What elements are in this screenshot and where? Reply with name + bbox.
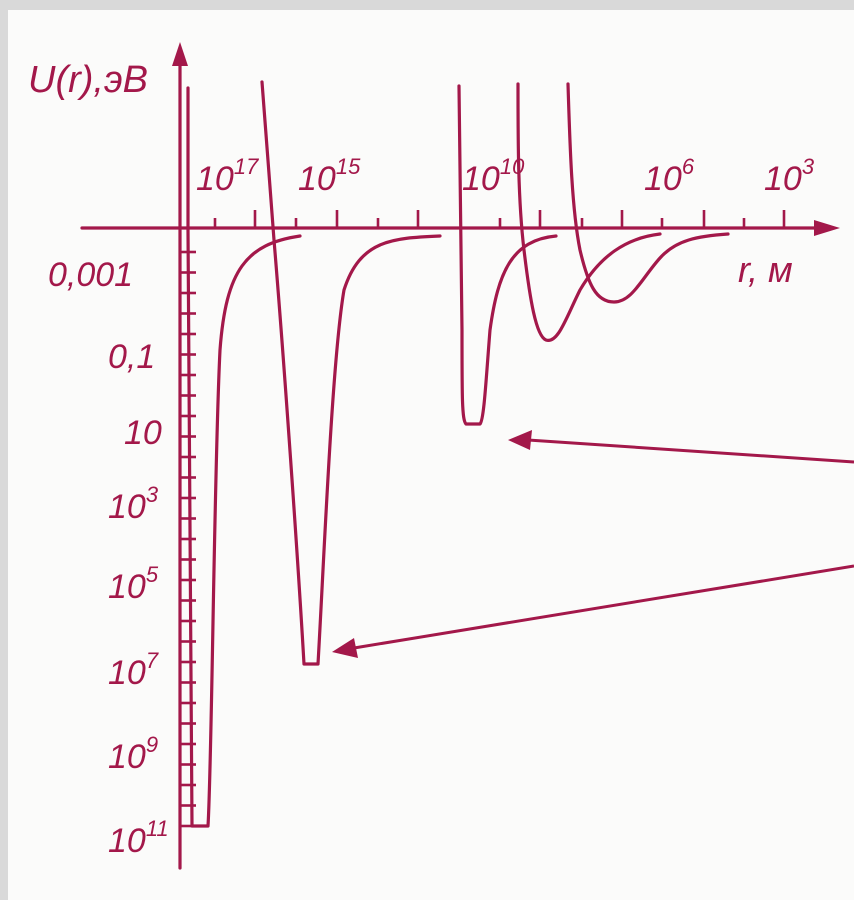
y-tick-label: 103 [108,482,159,526]
y-tick-label: 0,001 [48,256,133,294]
y-tick-label: 0,1 [108,338,155,376]
paper-background [8,10,854,900]
y-tick-label: 105 [108,562,159,606]
potential-curve-4 [516,82,662,342]
y-tick-label: 107 [108,648,159,692]
x-axis-arrowhead [814,220,840,236]
potential-curve-1 [186,86,302,828]
potential-curve-3 [457,84,558,426]
x-tick-label: 103 [764,154,815,198]
y-tick-label: 10 [124,414,162,452]
x-tick-label: 1015 [298,154,361,198]
potential-curves [186,80,730,828]
potential-curve-2 [260,80,442,666]
potential-curve-5 [566,82,730,304]
y-tick-labels: 0,001 0,1 10 103 105 107 109 1011 [48,256,169,860]
arrow-line-upper [527,438,854,464]
x-tick-label: 1010 [462,154,525,198]
annotation-arrows [332,430,854,658]
y-axis-label: U(r),эВ [28,59,148,101]
x-tick-marks [213,210,786,228]
x-tick-label: 106 [644,154,695,198]
x-tick-labels: 1017 1015 1010 106 103 [196,154,815,198]
y-axis-arrowhead [172,42,188,66]
x-axis-label: r, м [738,249,793,290]
arrow-head-upper [508,430,532,450]
y-tick-label: 1011 [108,816,169,860]
x-tick-label: 1017 [196,154,259,198]
arrow-head-lower [332,638,358,658]
arrow-line-lower [353,564,854,650]
axes [80,42,840,870]
y-tick-label: 109 [108,732,158,776]
